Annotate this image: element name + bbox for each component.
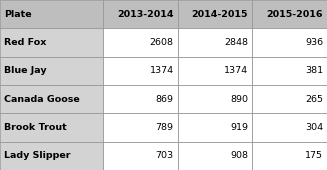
Text: 890: 890	[230, 95, 248, 104]
Text: Blue Jay: Blue Jay	[4, 66, 46, 75]
Bar	[0, 142, 103, 170]
Text: 304: 304	[305, 123, 323, 132]
Text: 1374: 1374	[149, 66, 174, 75]
Text: 2013-2014: 2013-2014	[117, 10, 174, 19]
Bar	[178, 113, 252, 142]
Bar	[252, 57, 327, 85]
Text: 908: 908	[230, 151, 248, 160]
Text: 2608: 2608	[150, 38, 174, 47]
Bar	[103, 85, 178, 113]
Bar	[252, 85, 327, 113]
Bar	[103, 142, 178, 170]
Bar	[252, 0, 327, 28]
Text: 869: 869	[156, 95, 174, 104]
Text: 936: 936	[305, 38, 323, 47]
Text: Plate: Plate	[4, 10, 31, 19]
Bar	[0, 57, 103, 85]
Text: 381: 381	[305, 66, 323, 75]
Bar	[178, 28, 252, 57]
Text: Canada Goose: Canada Goose	[4, 95, 80, 104]
Bar	[252, 113, 327, 142]
Bar	[0, 0, 103, 28]
Bar	[178, 57, 252, 85]
Text: 919: 919	[230, 123, 248, 132]
Text: 703: 703	[156, 151, 174, 160]
Text: 265: 265	[305, 95, 323, 104]
Text: 2014-2015: 2014-2015	[192, 10, 248, 19]
Bar	[103, 57, 178, 85]
Bar	[0, 28, 103, 57]
Text: 175: 175	[305, 151, 323, 160]
Bar	[178, 0, 252, 28]
Bar	[103, 0, 178, 28]
Text: Lady Slipper: Lady Slipper	[4, 151, 70, 160]
Bar	[178, 142, 252, 170]
Text: Brook Trout: Brook Trout	[4, 123, 67, 132]
Bar	[103, 113, 178, 142]
Bar	[252, 28, 327, 57]
Text: Red Fox: Red Fox	[4, 38, 46, 47]
Text: 1374: 1374	[224, 66, 248, 75]
Bar	[178, 85, 252, 113]
Bar	[103, 28, 178, 57]
Text: 2848: 2848	[224, 38, 248, 47]
Bar	[0, 85, 103, 113]
Bar	[252, 142, 327, 170]
Text: 2015-2016: 2015-2016	[267, 10, 323, 19]
Text: 789: 789	[156, 123, 174, 132]
Bar	[0, 113, 103, 142]
